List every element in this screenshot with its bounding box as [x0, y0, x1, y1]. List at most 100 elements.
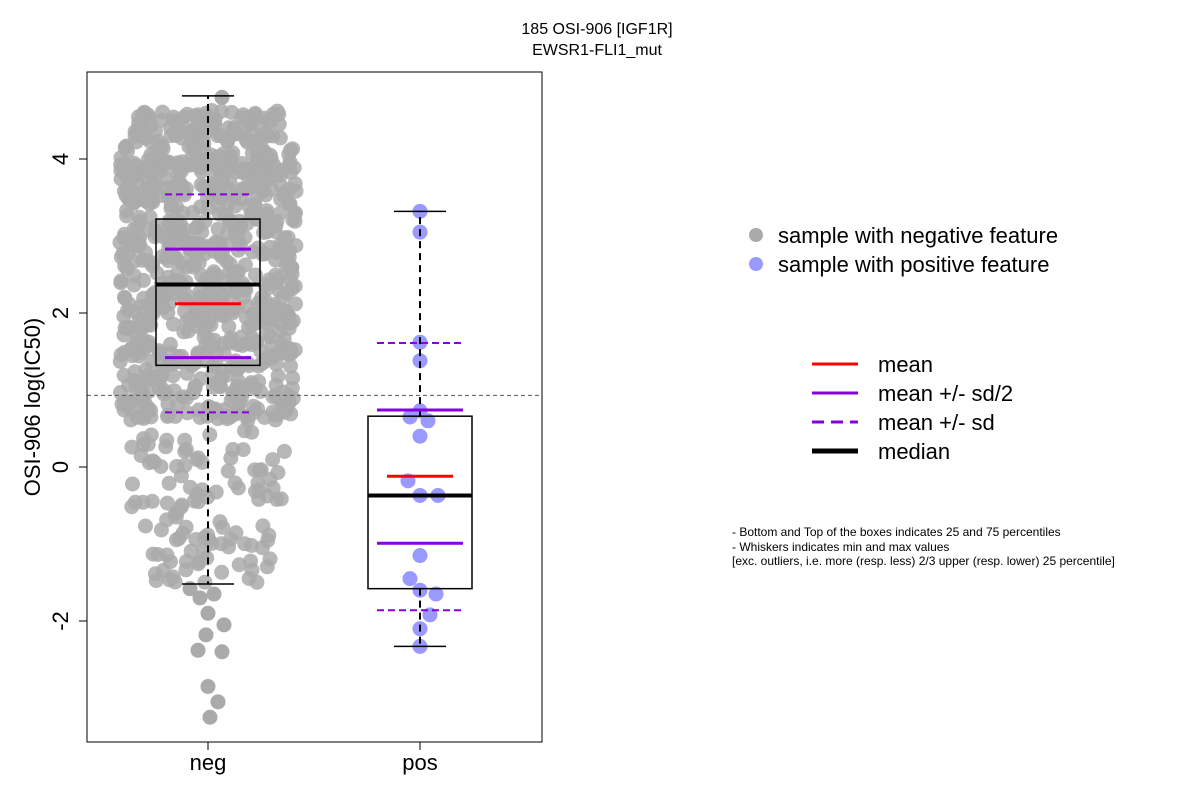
- neg-point: [272, 130, 288, 146]
- neg-point: [264, 350, 280, 366]
- neg-point: [224, 359, 240, 375]
- neg-point: [124, 340, 140, 356]
- neg-point: [212, 236, 228, 251]
- neg-point: [177, 443, 193, 459]
- legend-half-sd-label: mean +/- sd/2: [878, 381, 1013, 406]
- neg-outlier-point: [214, 644, 230, 660]
- neg-point: [258, 187, 274, 203]
- neg-point: [163, 200, 179, 216]
- neg-point: [168, 509, 184, 525]
- axis-layer: -2 0 2 4 neg pos: [48, 72, 438, 775]
- neg-point: [113, 385, 128, 400]
- neg-point: [190, 347, 206, 363]
- legend-lines: mean mean +/- sd/2 mean +/- sd median: [812, 352, 1013, 464]
- neg-point: [199, 111, 215, 127]
- neg-point: [220, 225, 236, 241]
- neg-point: [207, 355, 223, 371]
- neg-point: [178, 562, 194, 578]
- neg-point: [268, 252, 284, 268]
- neg-point: [133, 299, 149, 315]
- neg-point: [262, 551, 278, 567]
- legend-median-label: median: [878, 439, 950, 464]
- neg-point: [144, 493, 160, 509]
- neg-point: [139, 159, 155, 175]
- neg-point: [271, 106, 287, 122]
- pos-point: [402, 571, 418, 587]
- neg-outlier-point: [200, 678, 216, 694]
- neg-point: [159, 547, 175, 563]
- neg-point: [147, 566, 163, 582]
- neg-point: [253, 462, 269, 478]
- neg-point: [243, 375, 259, 391]
- neg-point: [287, 206, 303, 222]
- neg-point: [231, 213, 247, 229]
- neg-point: [179, 106, 195, 122]
- neg-point: [116, 183, 132, 199]
- neg-point: [113, 275, 129, 291]
- chart-title-line2: EWSR1-FLI1_mut: [532, 42, 662, 59]
- neg-point: [141, 313, 157, 329]
- neg-point: [244, 538, 259, 553]
- neg-point: [175, 525, 191, 541]
- pos-point: [402, 409, 418, 425]
- neg-outlier-point: [216, 617, 232, 633]
- neg-point: [165, 109, 181, 125]
- neg-point: [202, 427, 218, 443]
- neg-point: [236, 161, 252, 177]
- neg-point: [249, 574, 265, 590]
- neg-point: [272, 323, 288, 339]
- neg-point: [160, 407, 176, 423]
- neg-point: [182, 479, 198, 495]
- neg-point: [270, 465, 286, 480]
- neg-point: [138, 518, 153, 534]
- neg-point: [261, 527, 277, 543]
- neg-point: [288, 238, 304, 254]
- neg-point: [129, 409, 145, 425]
- neg-point: [177, 286, 193, 302]
- note-line-3: [exc. outliers, i.e. more (resp. less) 2…: [732, 554, 1115, 568]
- neg-point: [125, 476, 140, 492]
- neg-point: [283, 345, 299, 361]
- neg-point: [225, 442, 241, 457]
- neg-point: [162, 336, 178, 352]
- pos-point: [412, 353, 428, 369]
- neg-point: [237, 257, 253, 273]
- neg-point: [177, 457, 193, 473]
- neg-point: [126, 277, 142, 293]
- neg-point: [161, 475, 177, 491]
- neg-point: [231, 557, 247, 573]
- neg-outlier-point: [192, 590, 208, 606]
- neg-point: [213, 128, 229, 144]
- neg-point: [268, 412, 283, 428]
- neg-point: [214, 564, 230, 580]
- legend-sd-label: mean +/- sd: [878, 410, 995, 435]
- chart-title-line1: 185 OSI-906 [IGF1R]: [521, 21, 672, 38]
- neg-point: [206, 266, 221, 282]
- neg-point: [224, 104, 240, 120]
- neg-point: [185, 205, 201, 220]
- neg-point: [216, 308, 232, 324]
- neg-point: [251, 482, 267, 498]
- neg-point: [269, 491, 285, 507]
- neg-point: [277, 230, 293, 246]
- neg-point: [137, 130, 153, 146]
- neg-point: [187, 378, 203, 394]
- neg-outlier-point: [182, 581, 198, 597]
- neg-point: [151, 343, 167, 359]
- neg-point: [184, 130, 200, 146]
- neg-point: [117, 289, 132, 305]
- neg-point: [226, 189, 242, 205]
- neg-point: [244, 424, 260, 440]
- neg-point: [287, 278, 303, 294]
- neg-point: [167, 574, 183, 590]
- neg-point: [230, 399, 246, 415]
- neg-point: [160, 253, 176, 269]
- notes: - Bottom and Top of the boxes indicates …: [732, 525, 1115, 568]
- neg-point: [155, 300, 171, 316]
- neg-point: [184, 149, 200, 165]
- neg-point: [113, 347, 129, 363]
- neg-outlier-point: [198, 627, 214, 643]
- neg-point: [262, 312, 278, 328]
- pos-point: [412, 428, 428, 444]
